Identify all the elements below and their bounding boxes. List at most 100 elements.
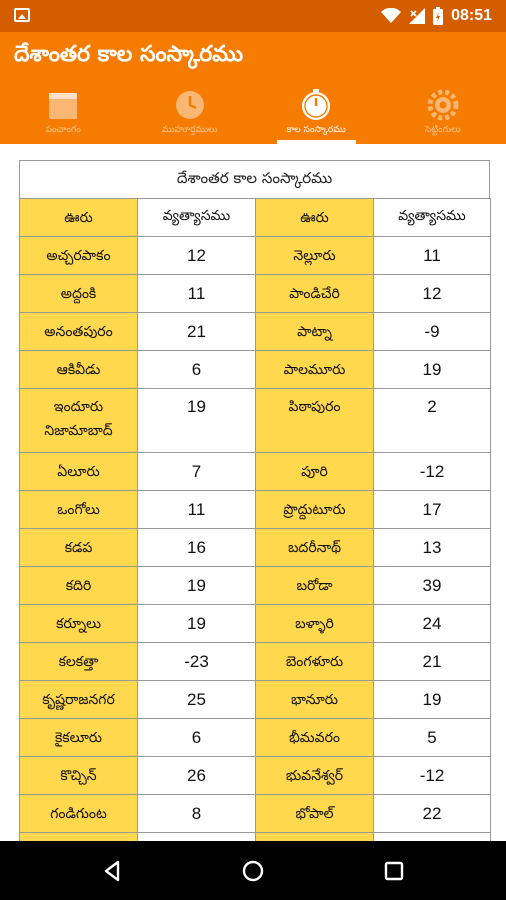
tab-panchangam[interactable]: పంచాంగం — [0, 84, 127, 144]
content-area[interactable]: దేశాంతర కాల సంస్కారము ఊరు వ్యత్యాసము ఊరు… — [0, 144, 506, 841]
place-cell: భీమవరం — [255, 718, 374, 757]
place-cell: పూరి — [255, 452, 374, 491]
place-cell: బదరీనాథ్ — [255, 528, 374, 567]
settings-icon — [427, 89, 459, 121]
place-cell: కడప — [19, 528, 138, 567]
table-row: కొచ్చిన్ 26 భువనేశ్వర్ -12 — [19, 756, 491, 795]
table-row: అచ్చరపాకం 12 నెల్లూరు 11 — [19, 236, 491, 275]
table-row: ఒంగోలు 11 ప్రొద్దుటూరు 17 — [19, 490, 491, 529]
place-cell: కదిరి — [19, 566, 138, 605]
difference-cell: -12 — [373, 756, 491, 795]
place-cell: ఒంగోలు — [19, 490, 138, 529]
header-difference-2: వ్యత్యాసము — [373, 198, 491, 237]
active-tab-indicator — [277, 140, 356, 144]
difference-cell: 12 — [373, 274, 491, 313]
difference-cell: 19 — [373, 680, 491, 719]
place-cell: అనంతపురం — [19, 312, 138, 351]
difference-cell: 16 — [137, 528, 256, 567]
difference-cell: 19 — [137, 388, 256, 453]
header-place-1: ఊరు — [19, 198, 138, 237]
longitude-correction-table: ఊరు వ్యత్యాసము ఊరు వ్యత్యాసము అచ్చరపాకం … — [19, 198, 491, 841]
difference-cell: 2 — [373, 388, 491, 453]
difference-cell: 11 — [137, 274, 256, 313]
clock-time: 08:51 — [451, 7, 492, 24]
tab-kala-samskaramu[interactable]: కాల సంస్కారము — [253, 84, 380, 144]
difference-cell: 7 — [137, 452, 256, 491]
app-bar: దేశాంతర కాల సంస్కారము పంచాంగం ముహూర్తముల… — [0, 32, 506, 144]
home-icon[interactable] — [239, 857, 267, 885]
table-row: అనంతపురం 21 పాట్నా -9 — [19, 312, 491, 351]
difference-cell: 17 — [373, 490, 491, 529]
calendar-icon — [49, 93, 78, 119]
table-row: కదిరి 19 బరోడా 39 — [19, 566, 491, 605]
tab-label: సెట్టింగులు — [424, 125, 461, 135]
difference-cell: 25 — [137, 680, 256, 719]
battery-icon — [433, 7, 444, 25]
place-cell: ఇందూరు నిజామాబాద్ — [19, 388, 138, 453]
header-difference-1: వ్యత్యాసము — [137, 198, 256, 237]
place-cell: భోపాల్ — [255, 794, 374, 833]
difference-cell: 21 — [137, 312, 256, 351]
difference-cell: 24 — [373, 604, 491, 643]
place-cell: అద్దంకి — [19, 274, 138, 313]
table-row: ఆకివీడు 6 పాలమూరు 19 — [19, 350, 491, 389]
table-row: కర్నూలు 19 బళ్ళారి 24 — [19, 604, 491, 643]
difference-cell: -12 — [373, 452, 491, 491]
place-cell: బెంగళూరు — [255, 642, 374, 681]
table-row: కడప 16 బదరీనాథ్ 13 — [19, 528, 491, 567]
difference-cell: 19 — [137, 604, 256, 643]
place-cell: పాట్నా — [255, 312, 374, 351]
difference-cell: 19 — [373, 350, 491, 389]
difference-cell: -9 — [373, 312, 491, 351]
place-cell: గండిగుంట — [19, 794, 138, 833]
difference-cell: 5 — [373, 718, 491, 757]
tab-muhurtham[interactable]: ముహూర్తములు — [127, 84, 254, 144]
table-row: కలకత్తా -23 బెంగళూరు 21 — [19, 642, 491, 681]
place-cell: పిఠాపురం — [255, 388, 374, 453]
difference-cell: 21 — [373, 642, 491, 681]
difference-cell: 19 — [137, 566, 256, 605]
place-name-line-2: నిజామాబాద్ — [44, 423, 113, 439]
difference-cell: -23 — [137, 642, 256, 681]
tab-label: కాల సంస్కారము — [286, 125, 346, 135]
difference-cell: 6 — [137, 350, 256, 389]
difference-cell — [137, 832, 256, 841]
header-place-2: ఊరు — [255, 198, 374, 237]
table-header-row: ఊరు వ్యత్యాసము ఊరు వ్యత్యాసము — [19, 198, 491, 237]
longitude-table: దేశాంతర కాల సంస్కారము ఊరు వ్యత్యాసము ఊరు… — [19, 160, 491, 841]
status-icons: 08:51 — [381, 5, 492, 27]
table-row: గండిగుంట 8 భోపాల్ 22 — [19, 794, 491, 833]
recents-icon[interactable] — [380, 857, 408, 885]
difference-cell: 13 — [373, 528, 491, 567]
place-cell: బరోడా — [255, 566, 374, 605]
table-caption: దేశాంతర కాల సంస్కారము — [19, 160, 490, 198]
place-cell: బళ్ళారి — [255, 604, 374, 643]
difference-cell: 39 — [373, 566, 491, 605]
table-row: అద్దంకి 11 పాండిచేరి 12 — [19, 274, 491, 313]
place-cell: భువనేశ్వర్ — [255, 756, 374, 795]
back-icon[interactable] — [98, 857, 126, 885]
difference-cell: 11 — [137, 490, 256, 529]
page-title: దేశాంతర కాల సంస్కారము — [14, 42, 244, 67]
place-cell: భానూరు — [255, 680, 374, 719]
place-cell: కైకలూరు — [19, 718, 138, 757]
signal-icon — [409, 8, 426, 24]
table-row: ఇందూరు నిజామాబాద్ 19 పిఠాపురం 2 — [19, 388, 491, 453]
image-icon — [14, 8, 30, 22]
table-row: కృష్ణరాజనగర 25 భానూరు 19 — [19, 680, 491, 719]
tab-settings[interactable]: సెట్టింగులు — [380, 84, 506, 144]
place-cell — [19, 832, 138, 841]
table-row: కైకలూరు 6 భీమవరం 5 — [19, 718, 491, 757]
place-cell: ఆకివీడు — [19, 350, 138, 389]
place-cell: ఏలూరు — [19, 452, 138, 491]
difference-cell: 22 — [373, 794, 491, 833]
place-cell: ప్రొద్దుటూరు — [255, 490, 374, 529]
place-cell: నెల్లూరు — [255, 236, 374, 275]
clock-icon — [175, 91, 204, 119]
place-cell: కర్నూలు — [19, 604, 138, 643]
difference-cell: 11 — [373, 236, 491, 275]
difference-cell — [373, 832, 491, 841]
tab-label: ముహూర్తములు — [161, 125, 218, 135]
place-cell: కొచ్చిన్ — [19, 756, 138, 795]
place-cell: పాలమూరు — [255, 350, 374, 389]
